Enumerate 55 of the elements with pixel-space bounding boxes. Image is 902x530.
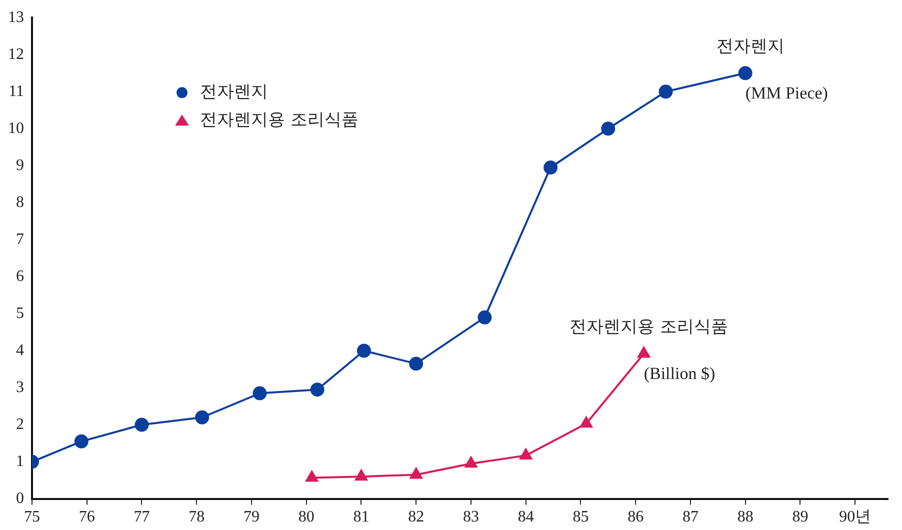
point	[195, 410, 210, 424]
x-tick-label: 85	[572, 508, 589, 526]
legend-label: 전자렌지	[200, 82, 268, 102]
y-tick-label: 8	[16, 194, 24, 211]
x-tick-label: 77	[134, 508, 150, 526]
point	[252, 386, 267, 400]
x-tick-label: 75	[24, 508, 40, 526]
point	[738, 66, 752, 80]
x-tick-label: 87	[682, 508, 698, 526]
y-tick-label: 10	[8, 120, 24, 137]
point	[638, 346, 650, 358]
point	[601, 122, 616, 136]
x-tick-label: 88	[737, 508, 754, 526]
x-tick-label: 82	[408, 508, 424, 526]
x-tick-label: 79	[243, 508, 260, 526]
point	[520, 448, 532, 460]
x-tick-label: 80	[298, 508, 314, 526]
legend-label: 전자렌지용 조리식품	[200, 110, 358, 130]
x-tick-label: 83	[462, 508, 479, 526]
annotation: 전자렌지	[716, 36, 784, 57]
y-tick-label: 5	[16, 304, 24, 322]
y-tick-label: 13	[8, 8, 24, 26]
y-tick-label: 3	[16, 378, 24, 396]
point	[409, 356, 424, 371]
annotation: 전자렌지용 조리식품	[570, 317, 728, 338]
point	[310, 382, 324, 397]
y-tick-label: 4	[16, 342, 24, 359]
point	[658, 84, 673, 99]
y-tick-label: 11	[8, 82, 24, 100]
x-tick-label: 90년	[839, 508, 872, 526]
y-tick-label: 12	[8, 46, 24, 63]
y-tick-label: 1	[16, 452, 24, 470]
annotation: (Billion $)	[644, 364, 716, 384]
y-tick-label: 7	[16, 230, 24, 248]
x-tick-label: 86	[628, 508, 644, 526]
point	[580, 416, 592, 428]
point	[134, 418, 149, 432]
point	[356, 344, 371, 358]
y-tick-label: 9	[16, 156, 24, 174]
point	[355, 470, 368, 481]
x-tick-label: 84	[518, 508, 534, 526]
point	[464, 456, 478, 468]
point	[74, 434, 88, 448]
y-tick-label: 0	[16, 490, 24, 508]
y-tick-label: 2	[16, 416, 24, 433]
x-tick-label: 76	[78, 508, 95, 526]
x-tick-label: 78	[188, 508, 205, 526]
x-tick-label: 89	[792, 508, 808, 526]
y-tick-label: 6	[16, 268, 24, 285]
point	[544, 160, 558, 175]
point	[478, 310, 492, 324]
point	[410, 468, 422, 479]
annotation: (MM Piece)	[745, 84, 828, 103]
x-tick-label: 81	[353, 508, 370, 526]
point	[306, 470, 318, 482]
